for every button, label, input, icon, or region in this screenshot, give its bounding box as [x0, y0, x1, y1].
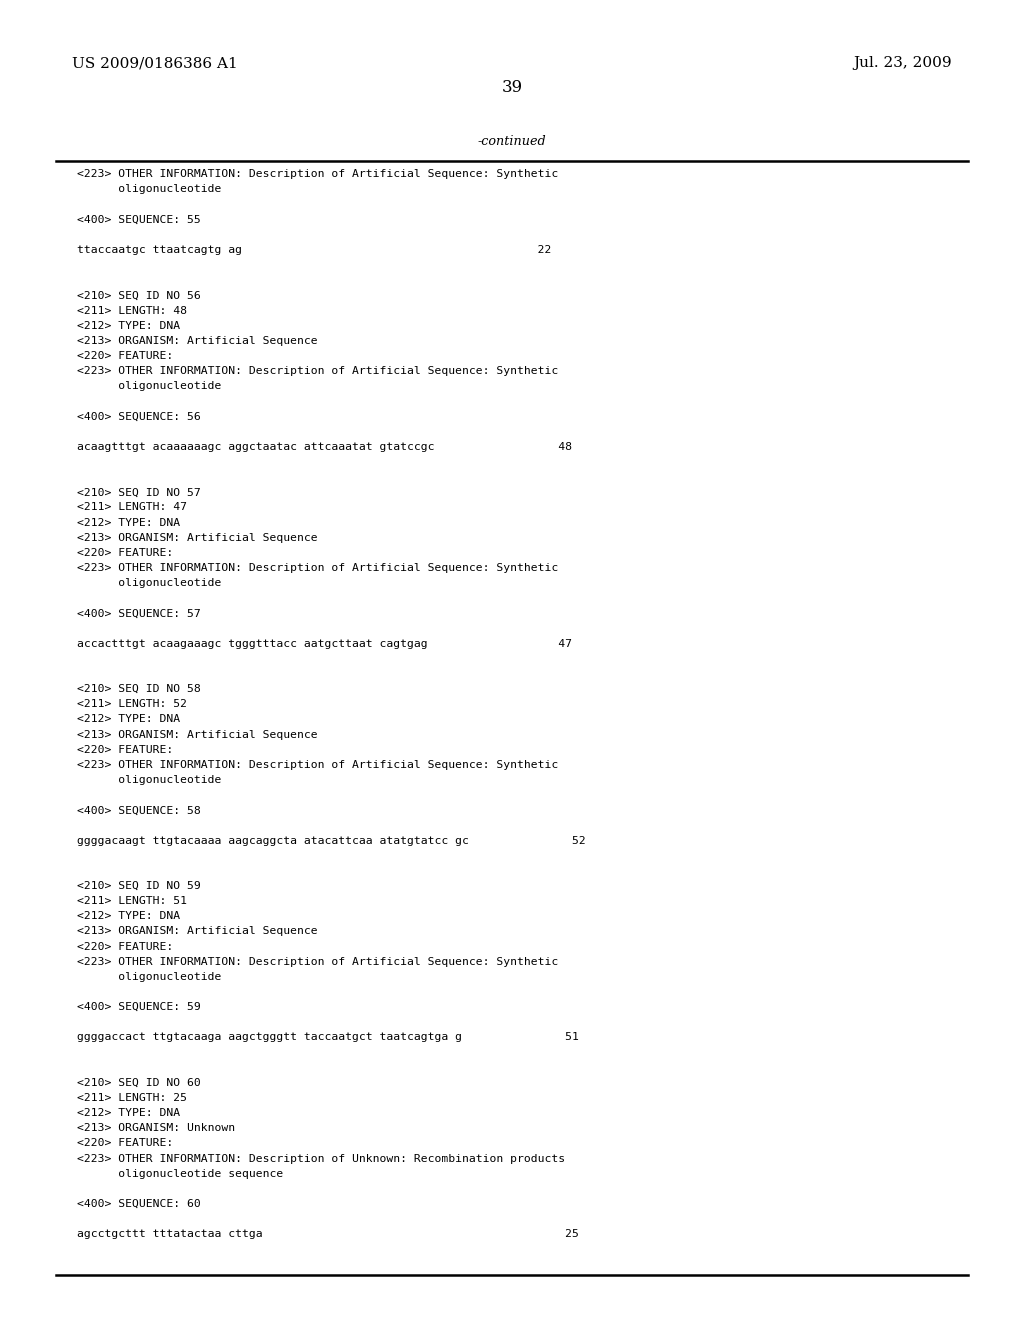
- Text: <213> ORGANISM: Artificial Sequence: <213> ORGANISM: Artificial Sequence: [77, 927, 317, 936]
- Text: <211> LENGTH: 51: <211> LENGTH: 51: [77, 896, 186, 906]
- Text: <400> SEQUENCE: 55: <400> SEQUENCE: 55: [77, 215, 201, 224]
- Text: <220> FEATURE:: <220> FEATURE:: [77, 1138, 173, 1148]
- Text: -continued: -continued: [477, 135, 547, 148]
- Text: 39: 39: [502, 79, 522, 95]
- Text: <213> ORGANISM: Artificial Sequence: <213> ORGANISM: Artificial Sequence: [77, 335, 317, 346]
- Text: oligonucleotide: oligonucleotide: [77, 972, 221, 982]
- Text: <212> TYPE: DNA: <212> TYPE: DNA: [77, 517, 180, 528]
- Text: agcctgcttt tttatactaa cttga                                            25: agcctgcttt tttatactaa cttga 25: [77, 1229, 579, 1239]
- Text: <223> OTHER INFORMATION: Description of Artificial Sequence: Synthetic: <223> OTHER INFORMATION: Description of …: [77, 562, 558, 573]
- Text: <220> FEATURE:: <220> FEATURE:: [77, 744, 173, 755]
- Text: <220> FEATURE:: <220> FEATURE:: [77, 351, 173, 360]
- Text: <213> ORGANISM: Artificial Sequence: <213> ORGANISM: Artificial Sequence: [77, 533, 317, 543]
- Text: <220> FEATURE:: <220> FEATURE:: [77, 941, 173, 952]
- Text: <210> SEQ ID NO 58: <210> SEQ ID NO 58: [77, 684, 201, 694]
- Text: <223> OTHER INFORMATION: Description of Artificial Sequence: Synthetic: <223> OTHER INFORMATION: Description of …: [77, 169, 558, 180]
- Text: ggggacaagt ttgtacaaaa aagcaggcta atacattcaa atatgtatcc gc               52: ggggacaagt ttgtacaaaa aagcaggcta atacatt…: [77, 836, 586, 846]
- Text: ttaccaatgc ttaatcagtg ag                                           22: ttaccaatgc ttaatcagtg ag 22: [77, 246, 551, 255]
- Text: <210> SEQ ID NO 59: <210> SEQ ID NO 59: [77, 880, 201, 891]
- Text: <211> LENGTH: 25: <211> LENGTH: 25: [77, 1093, 186, 1104]
- Text: <212> TYPE: DNA: <212> TYPE: DNA: [77, 714, 180, 725]
- Text: acaagtttgt acaaaaaagc aggctaatac attcaaatat gtatccgc                  48: acaagtttgt acaaaaaagc aggctaatac attcaaa…: [77, 442, 571, 451]
- Text: <400> SEQUENCE: 59: <400> SEQUENCE: 59: [77, 1002, 201, 1012]
- Text: <400> SEQUENCE: 56: <400> SEQUENCE: 56: [77, 412, 201, 421]
- Text: <212> TYPE: DNA: <212> TYPE: DNA: [77, 1107, 180, 1118]
- Text: accactttgt acaagaaagc tgggtttacc aatgcttaat cagtgag                   47: accactttgt acaagaaagc tgggtttacc aatgctt…: [77, 639, 571, 648]
- Text: <223> OTHER INFORMATION: Description of Artificial Sequence: Synthetic: <223> OTHER INFORMATION: Description of …: [77, 957, 558, 966]
- Text: oligonucleotide: oligonucleotide: [77, 578, 221, 589]
- Text: <400> SEQUENCE: 60: <400> SEQUENCE: 60: [77, 1199, 201, 1209]
- Text: <220> FEATURE:: <220> FEATURE:: [77, 548, 173, 558]
- Text: <210> SEQ ID NO 60: <210> SEQ ID NO 60: [77, 1078, 201, 1088]
- Text: oligonucleotide: oligonucleotide: [77, 381, 221, 391]
- Text: <211> LENGTH: 52: <211> LENGTH: 52: [77, 700, 186, 709]
- Text: <223> OTHER INFORMATION: Description of Artificial Sequence: Synthetic: <223> OTHER INFORMATION: Description of …: [77, 366, 558, 376]
- Text: <211> LENGTH: 48: <211> LENGTH: 48: [77, 305, 186, 315]
- Text: <223> OTHER INFORMATION: Description of Artificial Sequence: Synthetic: <223> OTHER INFORMATION: Description of …: [77, 760, 558, 770]
- Text: oligonucleotide: oligonucleotide: [77, 775, 221, 785]
- Text: <400> SEQUENCE: 58: <400> SEQUENCE: 58: [77, 805, 201, 816]
- Text: oligonucleotide sequence: oligonucleotide sequence: [77, 1168, 283, 1179]
- Text: ggggaccact ttgtacaaga aagctgggtt taccaatgct taatcagtga g               51: ggggaccact ttgtacaaga aagctgggtt taccaat…: [77, 1032, 579, 1043]
- Text: <400> SEQUENCE: 57: <400> SEQUENCE: 57: [77, 609, 201, 618]
- Text: <211> LENGTH: 47: <211> LENGTH: 47: [77, 503, 186, 512]
- Text: <210> SEQ ID NO 57: <210> SEQ ID NO 57: [77, 487, 201, 498]
- Text: <212> TYPE: DNA: <212> TYPE: DNA: [77, 321, 180, 331]
- Text: oligonucleotide: oligonucleotide: [77, 185, 221, 194]
- Text: <213> ORGANISM: Unknown: <213> ORGANISM: Unknown: [77, 1123, 234, 1134]
- Text: Jul. 23, 2009: Jul. 23, 2009: [854, 57, 952, 70]
- Text: <213> ORGANISM: Artificial Sequence: <213> ORGANISM: Artificial Sequence: [77, 730, 317, 739]
- Text: <210> SEQ ID NO 56: <210> SEQ ID NO 56: [77, 290, 201, 301]
- Text: <212> TYPE: DNA: <212> TYPE: DNA: [77, 911, 180, 921]
- Text: <223> OTHER INFORMATION: Description of Unknown: Recombination products: <223> OTHER INFORMATION: Description of …: [77, 1154, 565, 1163]
- Text: US 2009/0186386 A1: US 2009/0186386 A1: [72, 57, 238, 70]
